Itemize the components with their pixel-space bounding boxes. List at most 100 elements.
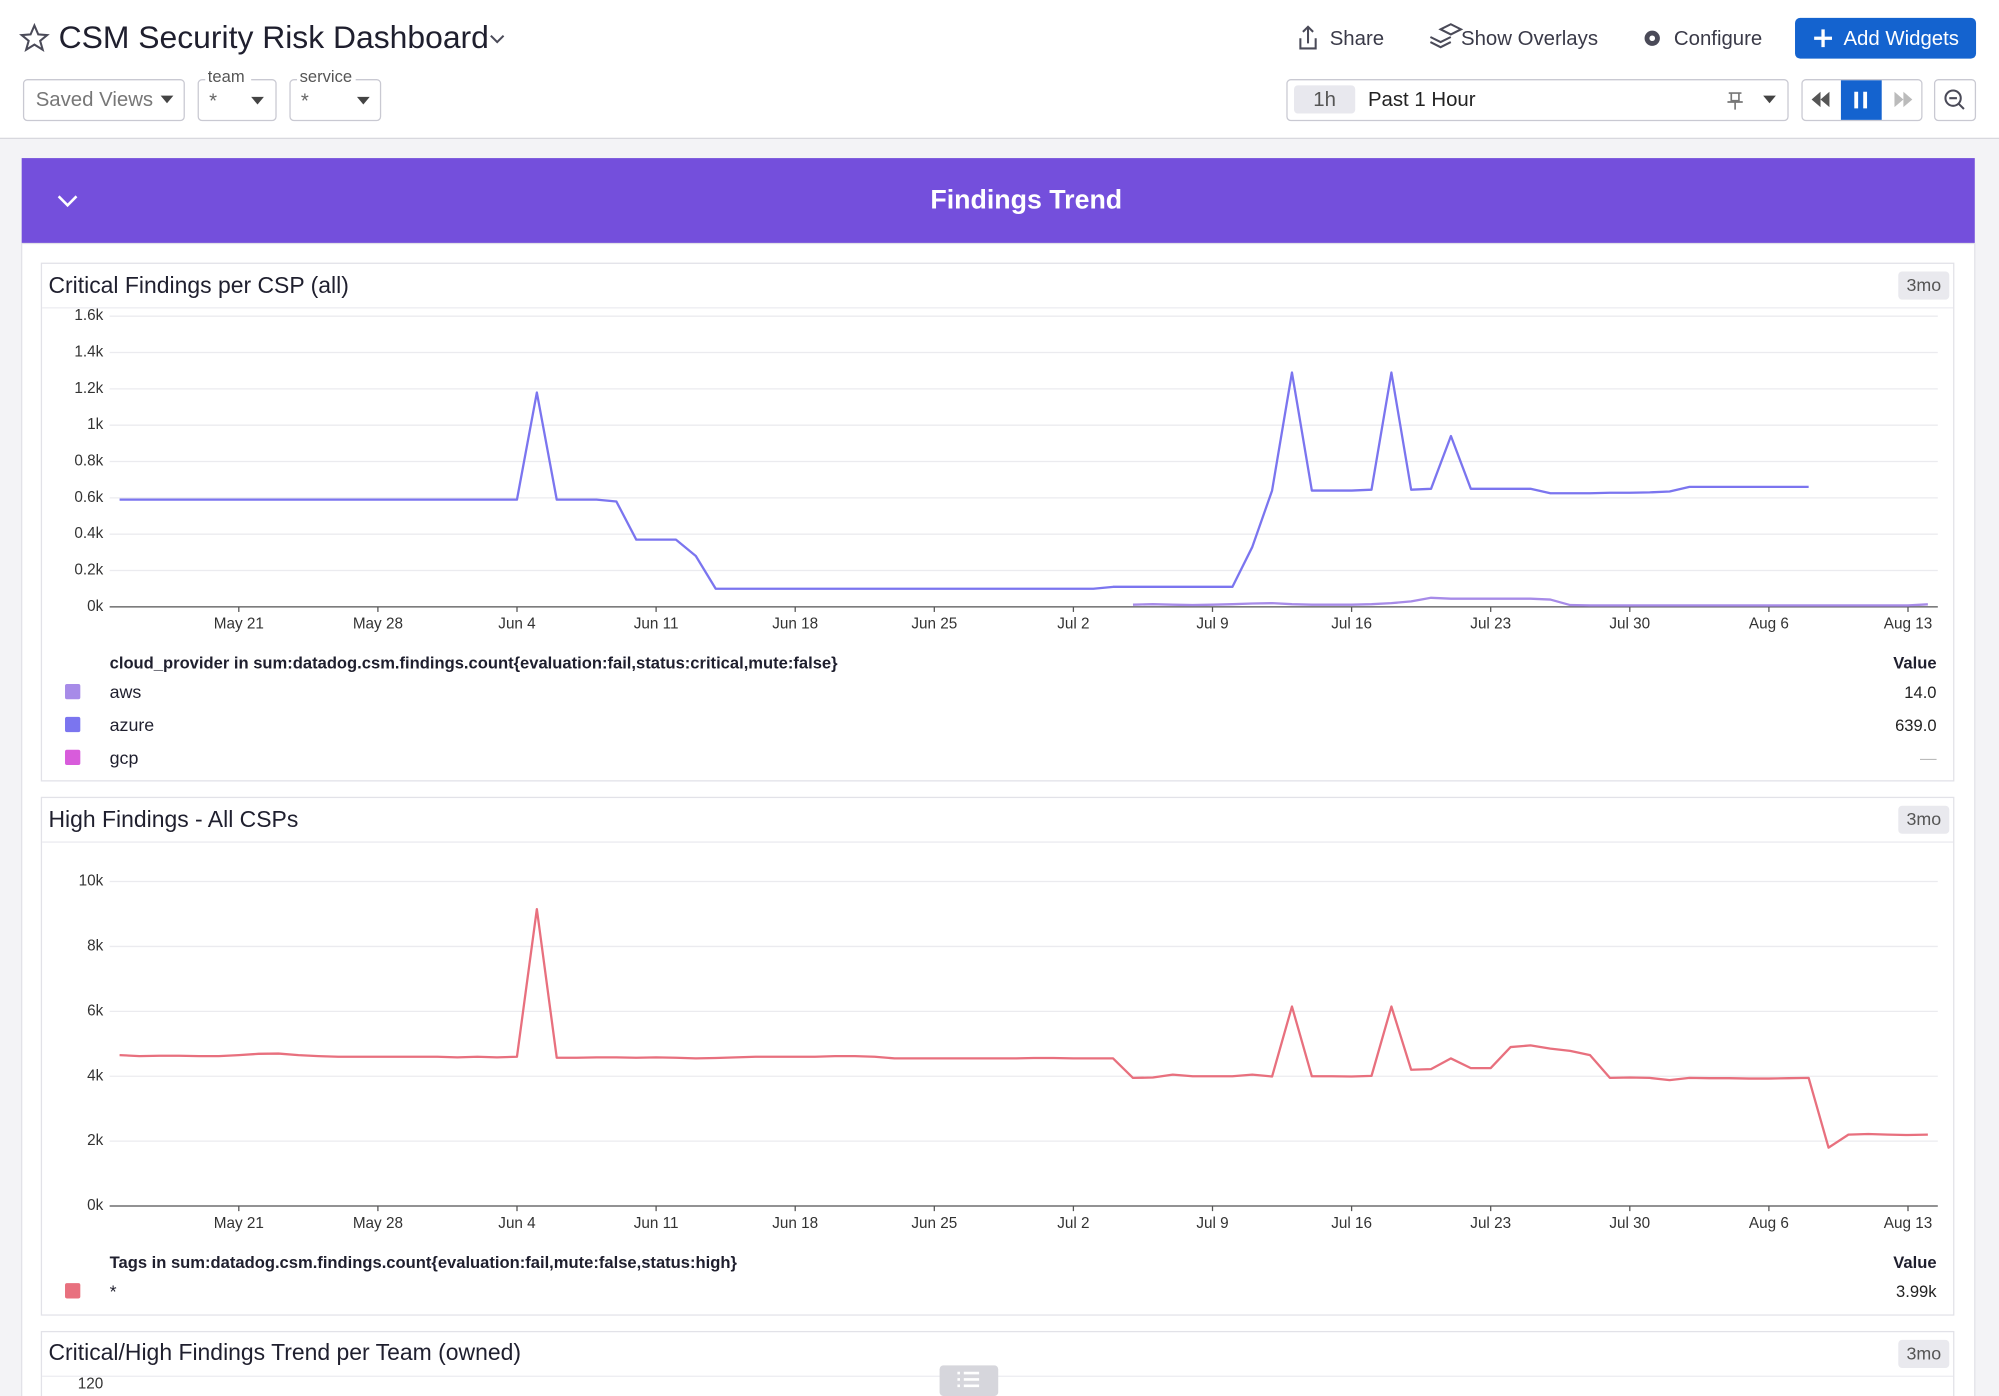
- x-tick-label: Jun 4: [498, 616, 536, 633]
- widget: Critical Findings per CSP (all) 3mo: [40, 262, 1955, 782]
- x-tick-label: Jul 16: [1331, 616, 1372, 633]
- service-variable[interactable]: service *: [289, 67, 382, 122]
- y-tick-label: 6k: [87, 1002, 103, 1019]
- legend-value-header: Value: [1893, 1253, 1936, 1272]
- title-menu-chevron[interactable]: [490, 34, 505, 44]
- overlays-button[interactable]: Show Overlays: [1429, 23, 1598, 50]
- legend-value: —: [1920, 749, 1937, 768]
- widget-badge: [1898, 271, 1950, 300]
- x-tick-label: Aug 13: [1884, 1215, 1932, 1232]
- x-tick-label: Aug 13: [1884, 616, 1932, 633]
- legend-swatch: [65, 716, 81, 733]
- saved-views-select[interactable]: Saved Views: [22, 79, 185, 122]
- team-label: team: [208, 67, 245, 86]
- y-tick-label: 10k: [79, 873, 104, 890]
- widget-title: Critical/High Findings Trend per Team (o…: [48, 1339, 521, 1365]
- label-bg: [205, 70, 252, 86]
- caret: [356, 96, 370, 105]
- bottom-drawer-handle[interactable]: [939, 1365, 999, 1396]
- saved-views-label: Saved Views: [36, 89, 153, 111]
- widget-badge: [1898, 1339, 1950, 1368]
- label-bg: [297, 70, 356, 86]
- saved-views-box: [22, 79, 185, 122]
- share-button[interactable]: Share: [1299, 25, 1384, 50]
- x-tick-label: Jun 11: [634, 616, 679, 633]
- legend-name: aws: [110, 682, 142, 702]
- legend-value: 639.0: [1895, 716, 1936, 735]
- team-variable[interactable]: team *: [197, 67, 277, 122]
- legend-name: azure: [110, 715, 155, 735]
- series-line: [1132, 596, 1928, 607]
- plus-icon: [1814, 29, 1832, 48]
- legend-name: gcp: [110, 748, 139, 768]
- legend-title: cloud_provider in sum:datadog.csm.findin…: [110, 654, 839, 673]
- rewind-button[interactable]: [1811, 91, 1830, 108]
- x-tick-label: Aug 6: [1749, 616, 1789, 633]
- zoom-icon: [1944, 89, 1962, 107]
- series-line: [119, 371, 1809, 590]
- y-tick-label: 0.4k: [74, 525, 103, 542]
- x-tick-label: Jul 30: [1609, 616, 1650, 633]
- widget-title: High Findings - All CSPs: [48, 806, 298, 832]
- caret: [160, 95, 174, 104]
- widget-title: Critical Findings per CSP (all): [48, 272, 348, 298]
- y-tick-label: 2k: [87, 1132, 103, 1149]
- x-tick-label: May 28: [353, 1215, 403, 1232]
- pin-icon[interactable]: [1727, 92, 1743, 110]
- x-tick-label: May 21: [214, 1215, 264, 1232]
- x-tick-label: Jun 4: [498, 1215, 536, 1232]
- share-label: Share: [1330, 28, 1384, 50]
- legend-name: *: [110, 1281, 117, 1301]
- x-tick-label: Jul 23: [1470, 616, 1511, 633]
- zoom-out-button[interactable]: [1933, 79, 1977, 122]
- overlays-label: Show Overlays: [1461, 28, 1598, 50]
- configure-button[interactable]: Configure: [1644, 28, 1763, 50]
- widget-badge: [1898, 805, 1950, 834]
- legend-value-header: Value: [1893, 654, 1936, 673]
- x-tick-label: Jun 18: [772, 1215, 818, 1232]
- legend-swatch: [65, 1283, 81, 1299]
- team-value: *: [209, 90, 217, 112]
- y-tick-label: 0.6k: [74, 489, 103, 506]
- pause-button[interactable]: [1840, 80, 1882, 120]
- y-tick-label: 4k: [87, 1067, 103, 1084]
- zoom-icon-lines: [1949, 97, 1965, 110]
- x-tick-label: May 28: [353, 616, 403, 633]
- y-tick-label: 0.8k: [74, 453, 103, 470]
- legend-value: 14.0: [1904, 683, 1936, 702]
- x-tick-label: Jul 9: [1196, 616, 1228, 633]
- time-picker[interactable]: 1h Past 1 Hour: [1286, 79, 1789, 122]
- add-widgets-label: Add Widgets: [1843, 28, 1959, 50]
- time-chip-label: 1h: [1313, 89, 1336, 111]
- share-icon: [1299, 25, 1317, 50]
- widget-badge-label: 3mo: [1906, 809, 1941, 829]
- group-header: [21, 158, 1975, 244]
- legend-title: Tags in sum:datadog.csm.findings.count{e…: [110, 1253, 738, 1272]
- legend-value: 3.99k: [1896, 1282, 1937, 1301]
- legend-swatch: [65, 749, 81, 766]
- configure-label: Configure: [1674, 28, 1762, 50]
- x-tick-label: Jun 25: [911, 1215, 957, 1232]
- time-box: [1286, 79, 1789, 122]
- pause-icon: [1854, 91, 1868, 109]
- dashboard-title: CSM Security Risk Dashboard: [59, 19, 489, 55]
- favorite-star[interactable]: [19, 22, 50, 52]
- series-line: [119, 907, 1928, 1149]
- x-tick-label: Jul 9: [1196, 1215, 1228, 1232]
- y-tick-label: 1.4k: [74, 344, 103, 361]
- x-tick-label: Jun 11: [634, 1215, 679, 1232]
- x-tick-label: Jul 2: [1057, 616, 1089, 633]
- x-tick-label: Jul 2: [1057, 1215, 1089, 1232]
- gear-hole: [1649, 35, 1656, 42]
- y-tick-label: 1k: [87, 416, 103, 433]
- widget-badge-label: 3mo: [1906, 275, 1941, 295]
- time-chip: [1293, 85, 1356, 114]
- widget-frame: [40, 262, 1955, 782]
- x-tick-label: Jul 16: [1331, 1215, 1372, 1232]
- collapse-chevron[interactable]: [57, 195, 78, 208]
- service-label: service: [300, 67, 352, 86]
- add-widgets-bg: [1795, 17, 1977, 59]
- add-widgets-button[interactable]: Add Widgets: [1795, 17, 1977, 59]
- forward-button[interactable]: [1894, 91, 1913, 108]
